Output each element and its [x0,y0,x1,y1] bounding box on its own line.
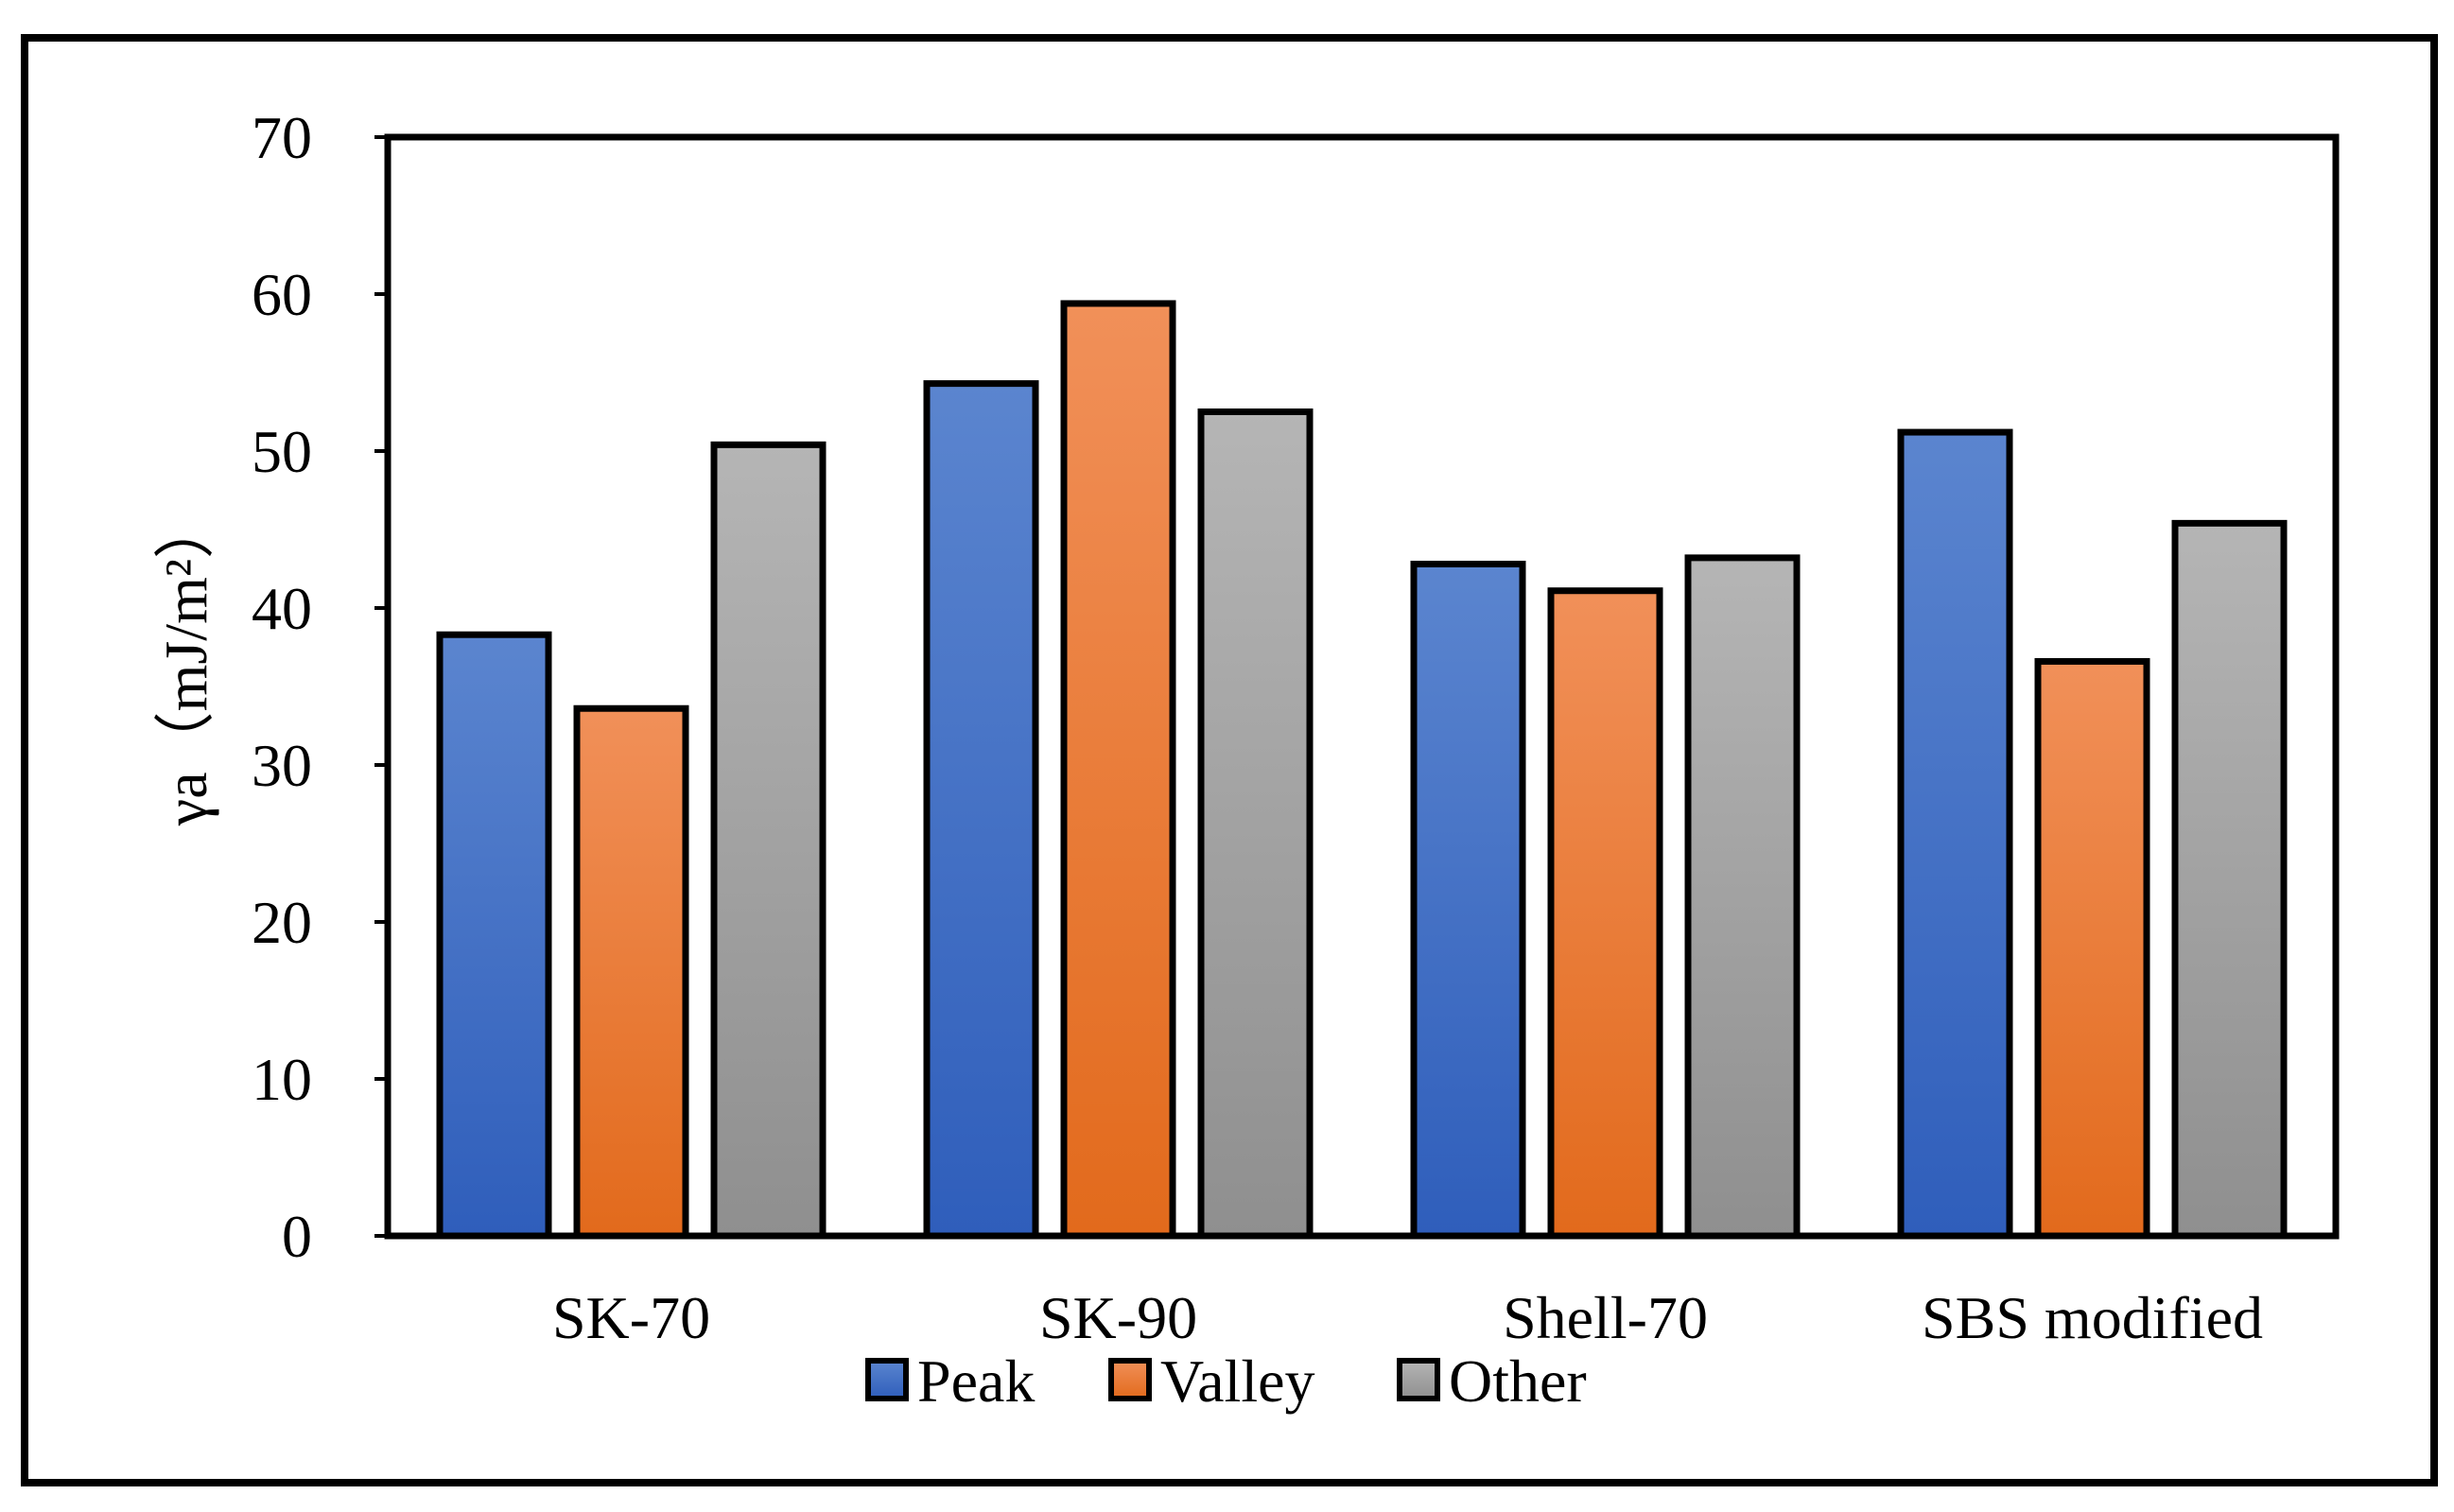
bar-valley-sbs-modified [2034,657,2150,1240]
y-tick-label: 70 [252,104,312,171]
legend: Peak Valley Other [865,1347,1587,1415]
bar-peak-shell-70 [1410,561,1526,1240]
x-category-label: SK-70 [552,1284,710,1351]
legend-label-peak: Peak [917,1347,1035,1415]
y-axis-title: γa（mJ/m²） [152,498,219,826]
y-axis-ticks: 0 10 20 30 40 50 60 70 [252,104,388,1270]
bar-other-sk-70 [710,441,827,1240]
legend-label-valley: Valley [1160,1347,1315,1415]
bar-valley-shell-70 [1547,587,1663,1240]
legend-swatch-valley [1108,1358,1152,1401]
x-axis-labels: SK-70 SK-90 Shell-70 SBS modified [552,1284,2263,1351]
bar-valley-sk-70 [573,704,689,1240]
x-category-label: SK-90 [1039,1284,1197,1351]
plot-area [384,133,2340,1240]
bars-group [436,300,2288,1240]
legend-swatch-peak [865,1358,909,1401]
bar-other-sbs-modified [2171,519,2288,1240]
bar-valley-sk-90 [1060,300,1176,1240]
bar-peak-sbs-modified [1897,428,2013,1240]
bar-other-sk-90 [1197,408,1314,1240]
legend-swatch-other [1397,1358,1440,1401]
y-tick-label: 60 [252,261,312,328]
bar-peak-sk-90 [923,380,1039,1240]
y-tick-label: 50 [252,418,312,485]
y-tick-label: 10 [252,1046,312,1113]
legend-label-other: Other [1449,1347,1587,1415]
x-category-label: Shell-70 [1503,1284,1708,1351]
y-tick-label: 0 [282,1203,312,1270]
y-tick-label: 30 [252,732,312,799]
y-tick-label: 40 [252,575,312,642]
bar-peak-sk-70 [436,631,552,1240]
bar-other-shell-70 [1684,554,1801,1240]
y-tick-label: 20 [252,889,312,956]
x-category-label: SBS modified [1922,1284,2263,1351]
